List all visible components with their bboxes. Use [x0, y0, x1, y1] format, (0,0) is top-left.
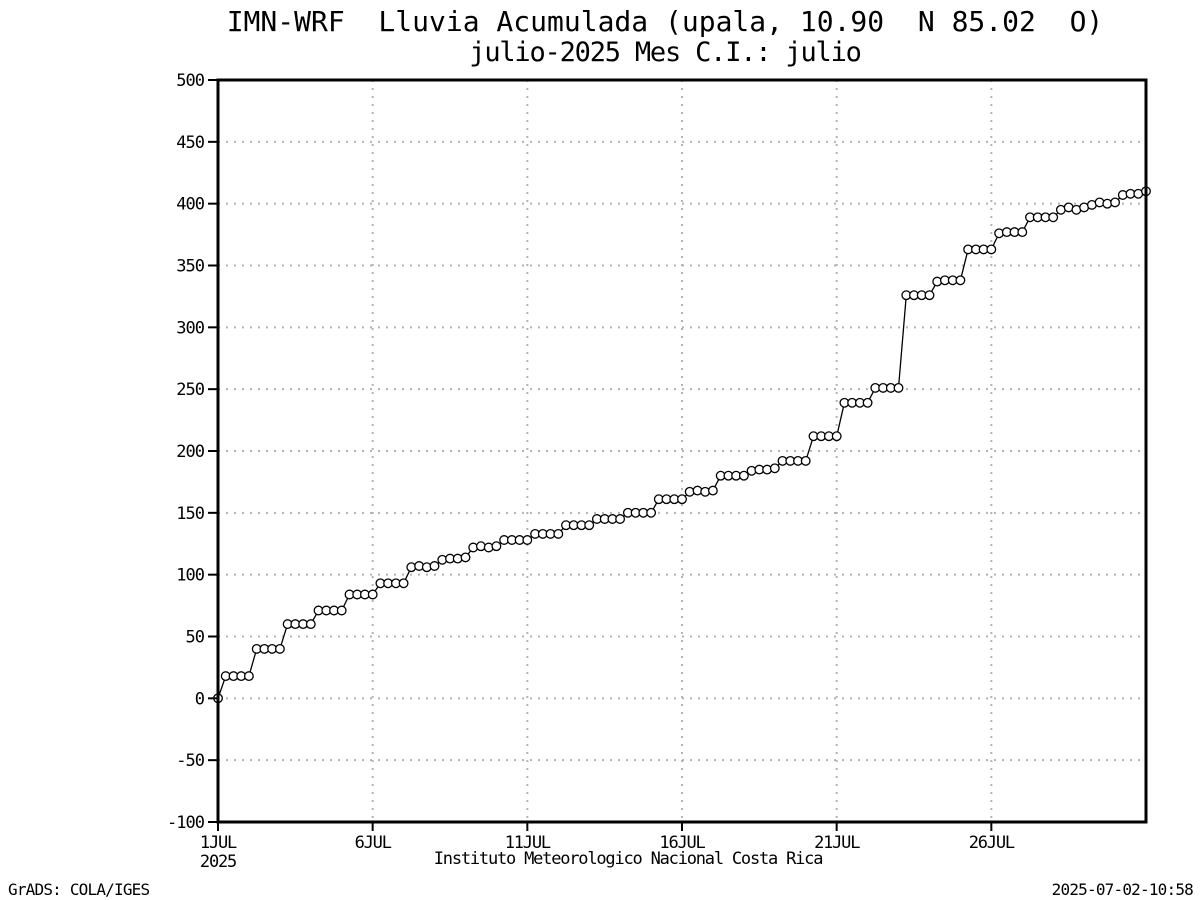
x-tick-label: 6JUL: [355, 833, 392, 853]
data-point-marker: [1048, 212, 1059, 223]
chart-title: IMN-WRF Lluvia Acumulada (upala, 10.90 N…: [226, 5, 1104, 38]
data-point-marker: [305, 619, 316, 630]
chart-subtitle: julio-2025 Mes C.I.: julio: [469, 37, 862, 68]
x-tick-label: 21JUL: [814, 833, 860, 853]
data-point-marker: [1102, 198, 1113, 209]
data-point-marker: [398, 578, 409, 589]
y-tick-label: 0: [195, 689, 205, 709]
render-timestamp: 2025-07-02-10:58: [1051, 880, 1194, 899]
y-tick-label: -100: [167, 813, 205, 833]
data-point-marker: [707, 485, 718, 496]
y-tick-label: 50: [186, 628, 205, 648]
y-tick-label: 450: [176, 133, 204, 153]
x-tick-label: 11JUL: [505, 833, 551, 853]
data-point-marker: [1017, 227, 1028, 238]
data-point-marker: [522, 535, 533, 545]
data-point-marker: [862, 397, 873, 408]
y-tick-label: 150: [176, 504, 204, 524]
data-point-marker: [831, 431, 842, 442]
data-point-marker: [460, 552, 471, 563]
data-point-marker: [800, 455, 811, 466]
y-tick-label: 350: [176, 257, 204, 277]
rain-accumulation-line: [217, 190, 1147, 699]
data-point-marker: [367, 589, 378, 600]
data-point-marker: [429, 561, 440, 571]
y-tick-label: -50: [176, 751, 204, 771]
y-tick-label: 200: [176, 442, 204, 462]
x-axis-caption: Instituto Meteorologico Nacional Costa R…: [433, 849, 824, 869]
x-tick-label: 1JUL: [200, 833, 237, 853]
data-point-marker: [986, 244, 997, 255]
data-point-marker: [738, 470, 749, 481]
data-point-marker: [336, 605, 347, 616]
x-tick-label: 16JUL: [659, 833, 705, 853]
data-point-marker: [924, 290, 935, 301]
y-tick-label: 250: [176, 380, 204, 400]
y-tick-label: 400: [176, 195, 204, 215]
data-point-marker: [615, 514, 626, 524]
data-point-marker: [274, 643, 285, 654]
x-tick-label: 26JUL: [969, 833, 1015, 853]
data-point-marker: [475, 541, 486, 552]
data-point-marker: [893, 382, 904, 393]
grads-credit: GrADS: COLA/IGES: [8, 880, 150, 899]
data-point-marker: [1110, 197, 1121, 208]
y-tick-label: 100: [176, 566, 204, 586]
data-point-marker: [677, 494, 687, 505]
data-point-marker: [491, 541, 502, 552]
data-point-marker: [955, 275, 966, 286]
data-point-marker: [646, 507, 657, 518]
y-tick-label: 500: [176, 71, 204, 91]
data-point-marker: [769, 463, 780, 474]
x-axis-year-label: 2025: [200, 852, 236, 872]
data-point-marker: [584, 520, 595, 531]
data-point-marker: [243, 671, 254, 682]
data-point-marker: [553, 528, 564, 539]
y-tick-label: 300: [176, 318, 204, 338]
